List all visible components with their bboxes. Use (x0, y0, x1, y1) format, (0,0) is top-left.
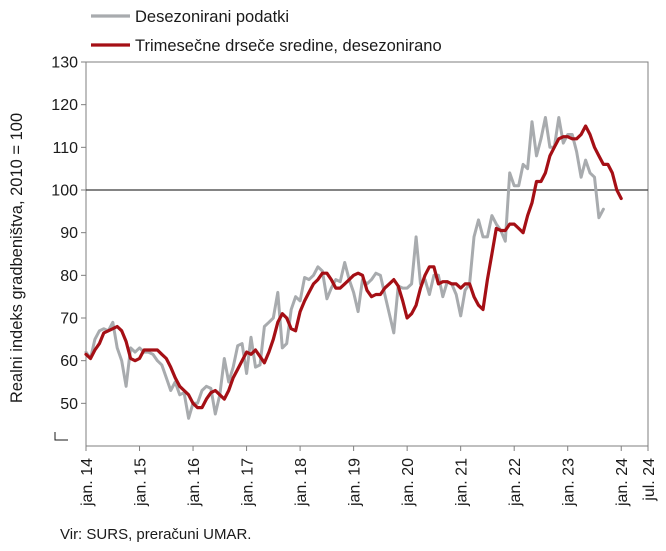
y-tick-label: 80 (60, 268, 78, 285)
y-tick-label: 100 (51, 183, 78, 200)
legend-label-raw: Desezonirani podatki (135, 8, 289, 26)
x-tick-label: jan. 22 (507, 458, 524, 507)
y-tick-label: 110 (52, 140, 78, 157)
series-line-raw (84, 116, 605, 420)
series-line-moving-average (84, 124, 623, 410)
x-tick-label: jan. 21 (454, 458, 471, 507)
x-tick-label: jan. 17 (240, 458, 257, 507)
y-axis-break-marker (54, 432, 68, 441)
x-tick-label: jan. 14 (79, 458, 96, 507)
y-ticks: 50 60 70 80 90 100 110 120 130 (51, 55, 86, 413)
y-tick-label: 60 (60, 353, 78, 370)
y-tick-label: 130 (51, 55, 78, 72)
x-tick-label: jan. 18 (293, 458, 310, 507)
x-tick-label: jan. 16 (186, 458, 203, 507)
x-tick-label: jul. 24 (641, 458, 658, 502)
x-tick-label: jan. 24 (614, 458, 631, 507)
x-tick-label: jan. 15 (133, 458, 150, 507)
y-axis-title: Realni indeks gradbeništva, 2010 = 100 (8, 113, 26, 403)
legend-label-ma: Trimesečne drseče sredine, desezonirano (135, 37, 442, 55)
legend: Desezonirani podatki Trimesečne drseče s… (91, 8, 442, 55)
y-tick-label: 50 (60, 396, 78, 413)
y-tick-label: 70 (60, 311, 78, 328)
x-tick-label: jan. 20 (400, 458, 417, 507)
y-tick-label: 90 (60, 225, 78, 242)
x-tick-label: jan. 19 (347, 458, 364, 507)
y-tick-label: 120 (51, 97, 78, 114)
plot-area (85, 61, 649, 447)
x-tick-label: jan. 23 (561, 458, 578, 507)
x-ticks: jan. 14 jan. 15 jan. 16 jan. 17 jan. 18 jan. … (79, 446, 658, 507)
source-note: Vir: SURS, preračuni UMAR. (60, 526, 252, 543)
